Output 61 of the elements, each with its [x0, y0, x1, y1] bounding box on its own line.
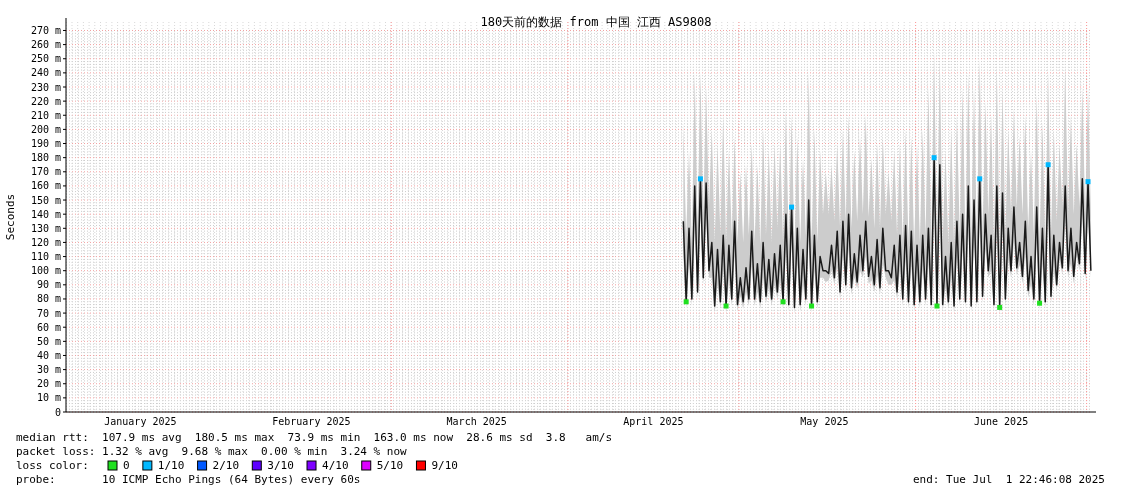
- legend-label: 0: [123, 459, 130, 472]
- point: [789, 204, 795, 210]
- y-tick-label: 130 m: [30, 222, 61, 234]
- x-tick-label: March 2025: [446, 416, 507, 427]
- chart-title: 180天前的数据 from 中国 江西 AS9808: [480, 15, 712, 29]
- point: [683, 299, 689, 305]
- text: end: Tue Jul 1 22:46:08 2025: [912, 473, 1105, 486]
- point: [1085, 179, 1091, 185]
- text: median rtt: 107.9 ms avg 180.5 ms max 73.9 ms min 163.0 ms now 28.6 ms sd 3.8 am/s: [16, 431, 613, 444]
- point: [723, 303, 729, 309]
- legend-label: 4/10: [322, 459, 349, 472]
- x-tick-label: May 2025: [800, 416, 849, 427]
- legend-label: 2/10: [212, 459, 240, 472]
- text: packet loss: 1.32 % avg 9.68 % max 0.00 % min 3.24 % now: [16, 445, 408, 458]
- y-tick-label: 70 m: [36, 307, 61, 319]
- point: [1045, 162, 1051, 168]
- y-axis-title: Seconds: [4, 193, 17, 241]
- y-tick-label: 140 m: [30, 208, 61, 220]
- y-tick-label: 120 m: [30, 236, 61, 248]
- x-tick-label: April 2025: [623, 416, 684, 427]
- point: [1037, 300, 1043, 306]
- y-tick-label: 230 m: [30, 81, 61, 93]
- x-tick-label: June 2025: [974, 416, 1029, 427]
- legend-label: 3/10: [267, 459, 294, 472]
- legend-label: 5/10: [376, 459, 404, 472]
- y-tick-label: 200 m: [30, 123, 61, 135]
- y-tick-label: 250 m: [30, 53, 61, 65]
- y-tick-label: 180 m: [30, 152, 61, 164]
- y-tick-label: 240 m: [30, 67, 61, 79]
- y-tick-label: 150 m: [30, 194, 61, 206]
- y-tick-label: 40 m: [36, 349, 61, 361]
- y-tick-label: 190 m: [30, 138, 61, 150]
- y-tick-label: 60 m: [36, 321, 61, 333]
- point: [997, 304, 1003, 310]
- y-tick-label: 260 m: [30, 39, 61, 51]
- y-tick-label: 210 m: [30, 109, 61, 121]
- point: [697, 176, 703, 182]
- y-tick-label: 10 m: [36, 392, 61, 404]
- x-tick-label: January 2025: [104, 416, 177, 427]
- y-tick-label: 160 m: [30, 180, 61, 192]
- legend-title: loss color:: [16, 459, 89, 472]
- point: [931, 155, 937, 161]
- y-tick-label: 80 m: [36, 293, 61, 305]
- y-tick-label: 20 m: [36, 378, 61, 390]
- point: [934, 303, 940, 309]
- y-tick-label: 0: [54, 406, 61, 418]
- y-tick-label: 50 m: [36, 335, 61, 347]
- text: probe: 10 ICMP Echo Pings (64 Bytes) every 60s: [16, 473, 361, 486]
- point: [977, 176, 983, 182]
- y-tick-label: 170 m: [30, 166, 61, 178]
- y-tick-label: 30 m: [36, 364, 61, 376]
- point: [809, 303, 815, 309]
- y-tick-label: 90 m: [36, 279, 61, 291]
- y-tick-label: 270 m: [30, 24, 61, 36]
- legend-label: 9/10: [431, 459, 458, 472]
- x-tick-label: February 2025: [272, 416, 351, 427]
- legend-label: 1/10: [157, 459, 185, 472]
- y-tick-label: 110 m: [30, 251, 61, 263]
- y-tick-label: 100 m: [30, 265, 61, 277]
- y-tick-label: 220 m: [30, 95, 61, 107]
- point: [780, 299, 786, 305]
